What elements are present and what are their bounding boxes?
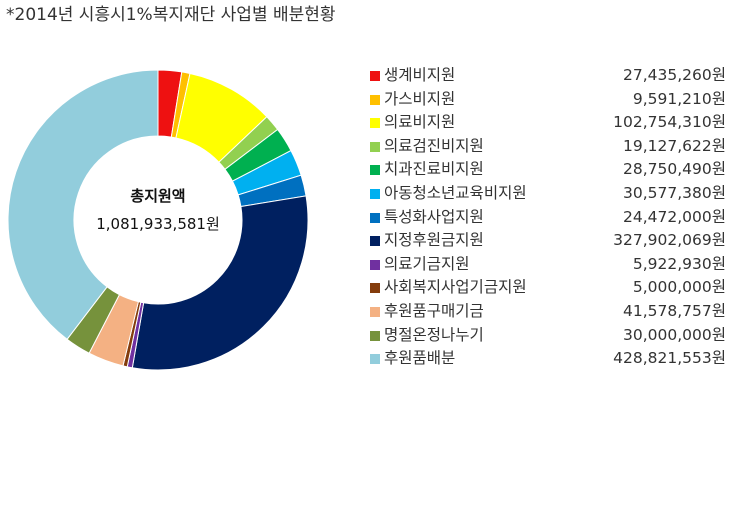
- legend-label: 후원품배분: [384, 349, 456, 368]
- legend-swatch: [370, 236, 380, 247]
- legend-value: 102,754,310원: [613, 113, 726, 132]
- legend-item: 가스비지원 9,591,210원: [370, 88, 730, 112]
- legend-swatch: [370, 141, 380, 152]
- legend-value: 5,922,930원: [632, 254, 726, 273]
- legend-label: 치과진료비지원: [384, 160, 484, 179]
- legend-swatch: [370, 94, 380, 105]
- legend-swatch: [370, 259, 380, 270]
- legend-swatch: [370, 330, 380, 341]
- legend-label: 가스비지원: [384, 89, 456, 108]
- legend-swatch: [370, 306, 380, 317]
- legend-item: 생계비지원 27,435,260원: [370, 64, 730, 88]
- legend-swatch: [370, 71, 380, 81]
- legend-item: 사회복지사업기금지원 5,000,000원: [370, 276, 730, 300]
- legend-value: 41,578,757원: [622, 301, 726, 320]
- legend-item: 치과진료비지원 28,750,490원: [370, 158, 730, 182]
- legend-label: 생계비지원: [384, 66, 456, 84]
- legend-value: 30,577,380원: [622, 183, 726, 202]
- legend-item: 의료기금지원 5,922,930원: [370, 253, 730, 277]
- legend-swatch: [370, 118, 380, 129]
- donut-chart: [7, 69, 309, 371]
- total-label: 총지원액: [130, 187, 186, 205]
- legend-label: 명절온정나누기: [384, 325, 484, 344]
- legend-swatch: [370, 188, 380, 199]
- legend-value: 428,821,553원: [613, 349, 726, 368]
- legend-value: 30,000,000원: [622, 325, 726, 344]
- legend-value: 327,902,069원: [613, 231, 726, 250]
- legend-value: 19,127,622원: [622, 136, 726, 155]
- legend-label: 특성화사업지원: [384, 207, 484, 226]
- legend-swatch: [370, 212, 380, 223]
- slice-8: [131, 195, 309, 371]
- legend-value: 5,000,000원: [632, 278, 726, 297]
- legend-label: 아동청소년교육비지원: [384, 183, 527, 202]
- legend-item: 특성화사업지원 24,472,000원: [370, 206, 730, 230]
- legend-item: 후원품배분 428,821,553원: [370, 347, 730, 371]
- legend-value: 27,435,260원: [622, 66, 726, 84]
- legend-item: 의료비지원 102,754,310원: [370, 111, 730, 135]
- legend-swatch: [370, 354, 380, 365]
- legend-item: 명절온정나누기 30,000,000원: [370, 324, 730, 348]
- legend-label: 의료기금지원: [384, 254, 470, 273]
- legend-label: 후원품구매기금: [384, 301, 484, 320]
- legend-value: 9,591,210원: [632, 89, 726, 108]
- chart-title: *2014년 시흥시1%복지재단 사업별 배분현황: [6, 5, 336, 25]
- legend-value: 28,750,490원: [622, 160, 726, 179]
- legend-label: 사회복지사업기금지원: [384, 278, 527, 297]
- legend-swatch: [370, 283, 380, 294]
- legend-item: 아동청소년교육비지원 30,577,380원: [370, 182, 730, 206]
- legend-label: 의료비지원: [384, 113, 456, 132]
- legend-item: 의료검진비지원 19,127,622원: [370, 135, 730, 159]
- legend-label: 지정후원금지원: [384, 231, 484, 250]
- legend-item: 지정후원금지원 327,902,069원: [370, 229, 730, 253]
- legend-value: 24,472,000원: [622, 207, 726, 226]
- legend-label: 의료검진비지원: [384, 136, 484, 155]
- total-value: 1,081,933,581원: [96, 215, 220, 233]
- slice-13: [7, 69, 159, 340]
- legend-item: 후원품구매기금 41,578,757원: [370, 300, 730, 324]
- legend-swatch: [370, 165, 380, 176]
